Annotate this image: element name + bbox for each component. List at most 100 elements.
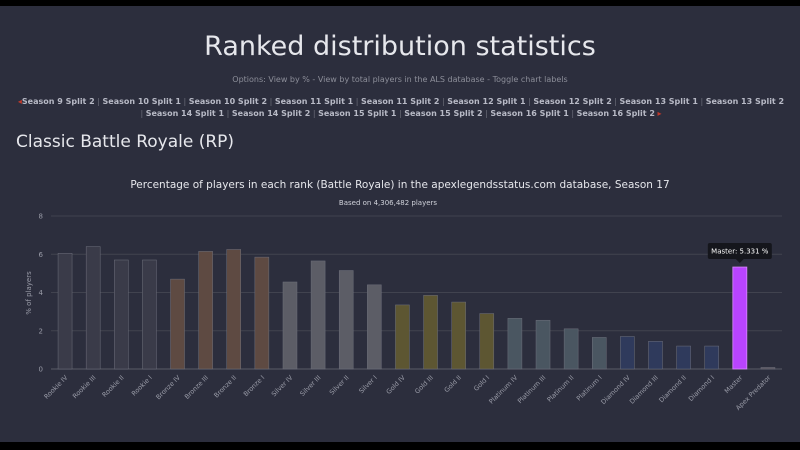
bar-bronze-i[interactable]	[254, 256, 270, 370]
season-link[interactable]: Season 14 Split 1	[145, 109, 225, 118]
bar-diamond-iii[interactable]	[648, 341, 663, 370]
bar-rookie-ii[interactable]	[114, 259, 129, 370]
x-tick-label: Silver III	[298, 374, 322, 398]
season-separator: |	[267, 97, 275, 106]
bar-platinum-i[interactable]	[592, 337, 607, 370]
bar-silver-iv[interactable]	[282, 281, 298, 370]
bar-gold-ii[interactable]	[451, 301, 466, 370]
bar-bronze-iii[interactable]	[198, 251, 213, 370]
y-axis-title: % of players	[25, 271, 33, 315]
view-by-total-link[interactable]: View by total players in the ALS databas…	[317, 75, 485, 84]
x-tick-label: Gold IV	[385, 373, 408, 396]
bar-silver-iii[interactable]	[310, 260, 326, 370]
x-tick-label: Silver IV	[270, 373, 295, 398]
tooltip-box	[707, 243, 772, 260]
season-separator: |	[94, 97, 103, 106]
bar-gold-i[interactable]	[479, 313, 495, 370]
season-separator: |	[611, 97, 620, 106]
x-tick-label: Bronze III	[183, 374, 210, 401]
season-separator: |	[310, 109, 319, 118]
bar-platinum-iii[interactable]	[535, 319, 551, 370]
y-tick-label: 2	[39, 327, 43, 335]
season-separator: |	[439, 97, 448, 106]
options-separator: -	[484, 75, 493, 84]
x-tick-label: Diamond IV	[599, 373, 632, 406]
bar-gold-iii[interactable]	[423, 295, 438, 370]
y-tick-label: 8	[39, 213, 43, 221]
season-link[interactable]: Season 10 Split 2	[188, 97, 268, 106]
chart-title: Percentage of players in each rank (Batt…	[130, 179, 669, 191]
season-separator: |	[525, 97, 534, 106]
x-tick-label: Diamond II	[657, 374, 688, 405]
ranked-distribution-chart: Percentage of players in each rank (Batt…	[25, 179, 782, 412]
season-nav: ◂Season 9 Split 2 | Season 10 Split 1 | …	[16, 96, 786, 120]
season-prev-arrow[interactable]: ◂	[17, 97, 22, 106]
season-link[interactable]: Season 15 Split 1	[318, 109, 397, 118]
season-link[interactable]: Season 11 Split 1	[274, 97, 354, 106]
x-tick-label: Rookie IV	[42, 373, 69, 400]
y-tick-label: 0	[39, 366, 43, 374]
season-separator: |	[482, 109, 491, 118]
season-separator: |	[396, 109, 405, 118]
page-frame: Ranked distribution statistics Options: …	[0, 6, 800, 442]
season-link[interactable]: Season 9 Split 2	[21, 97, 95, 106]
season-link[interactable]: Season 12 Split 1	[447, 97, 526, 106]
chart-tooltip: Master: 5.331 %	[707, 243, 772, 264]
x-tick-label: Bronze IV	[154, 373, 182, 401]
x-tick-label: Diamond I	[687, 374, 716, 403]
season-link[interactable]: Season 10 Split 1	[102, 97, 181, 106]
season-link[interactable]: Season 16 Split 2	[576, 109, 655, 118]
bar-rookie-i[interactable]	[142, 259, 157, 370]
x-tick-label: Silver I	[357, 374, 378, 395]
x-tick-label: Platinum I	[575, 374, 604, 403]
bar-silver-i[interactable]	[367, 284, 382, 370]
season-link[interactable]: Season 15 Split 2	[404, 109, 483, 118]
bar-rookie-iii[interactable]	[85, 246, 101, 370]
x-tick-label: Gold II	[443, 374, 463, 394]
bar-rookie-iv[interactable]	[57, 253, 73, 370]
bar-platinum-iv[interactable]	[507, 318, 523, 370]
season-link[interactable]: Season 16 Split 1	[490, 109, 569, 118]
tooltip-caret	[735, 259, 744, 264]
bar-apex-predator[interactable]	[760, 367, 776, 370]
y-tick-label: 6	[39, 251, 44, 259]
options-prefix: Options:	[232, 75, 269, 84]
x-tick-label: Platinum II	[545, 374, 575, 404]
season-separator: |	[224, 109, 232, 118]
x-tick-label: Gold I	[472, 374, 491, 393]
season-link[interactable]: Season 13 Split 1	[619, 97, 698, 106]
bar-bronze-iv[interactable]	[170, 278, 185, 370]
x-tick-label: Platinum III	[516, 374, 547, 405]
season-link[interactable]: Season 13 Split 2	[705, 97, 785, 106]
bar-master[interactable]	[732, 266, 748, 370]
season-separator: |	[568, 109, 577, 118]
season-link[interactable]: Season 12 Split 2	[533, 97, 612, 106]
tooltip-text: Master: 5.331 %	[711, 248, 769, 256]
x-tick-label: Diamond III	[628, 374, 660, 406]
options-bar: Options: View by % - View by total playe…	[0, 75, 800, 84]
season-separator: |	[353, 97, 362, 106]
view-by-percent-link[interactable]: View by %	[268, 75, 310, 84]
options-separator: -	[309, 75, 318, 84]
x-tick-label: Bronze II	[212, 374, 238, 400]
season-separator: |	[180, 97, 189, 106]
season-next-arrow[interactable]: ▸	[657, 109, 662, 118]
x-tick-label: Bronze I	[242, 374, 266, 398]
season-separator: |	[140, 109, 146, 118]
x-tick-label: Master	[723, 374, 745, 396]
x-tick-label: Rookie II	[100, 374, 125, 399]
season-link[interactable]: Season 11 Split 2	[361, 97, 440, 106]
bar-bronze-ii[interactable]	[226, 249, 241, 370]
bar-diamond-iv[interactable]	[620, 336, 635, 370]
bar-diamond-i[interactable]	[704, 345, 719, 370]
chart-subtitle: Based on 4,306,482 players	[339, 199, 438, 207]
season-separator: |	[697, 97, 706, 106]
season-link[interactable]: Season 14 Split 2	[231, 109, 311, 118]
section-title: Classic Battle Royale (RP)	[16, 132, 235, 152]
toggle-chart-labels-link[interactable]: Toggle chart labels	[492, 75, 568, 84]
x-tick-label: Silver II	[328, 374, 351, 397]
bar-diamond-ii[interactable]	[676, 345, 691, 370]
bar-platinum-ii[interactable]	[563, 328, 579, 370]
bar-silver-ii[interactable]	[338, 270, 354, 370]
bar-gold-iv[interactable]	[395, 304, 410, 370]
